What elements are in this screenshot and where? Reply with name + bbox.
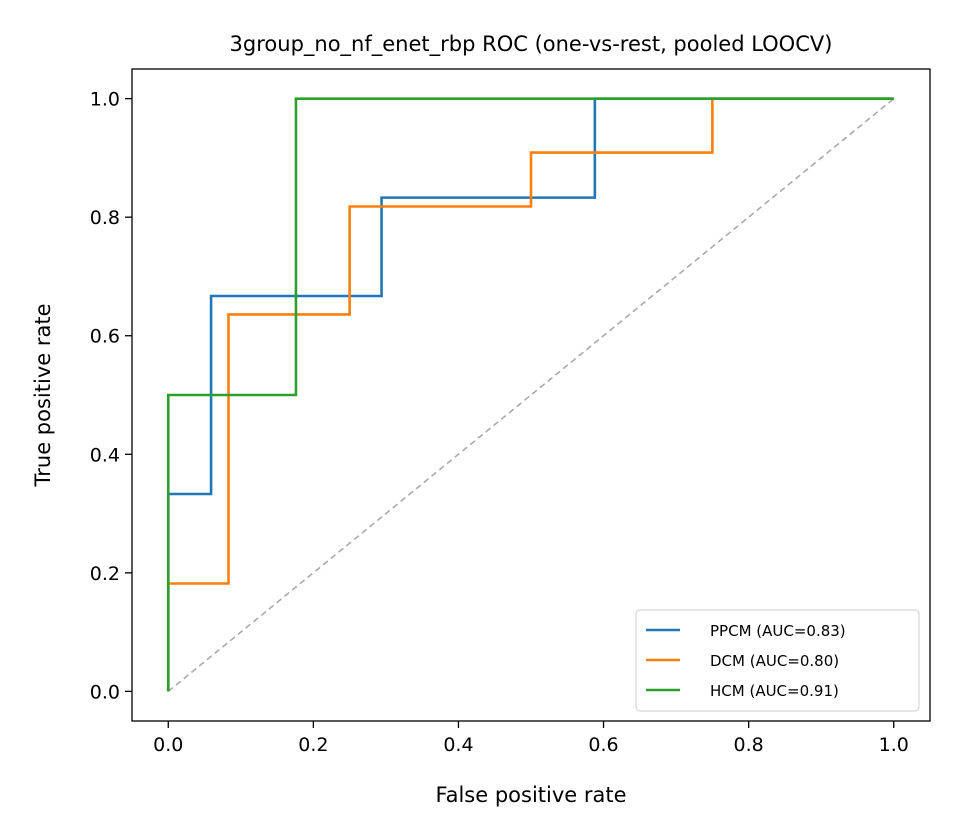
y-axis-label: True positive rate xyxy=(31,304,55,488)
chance-diagonal-line xyxy=(167,98,895,692)
plot-area-frame xyxy=(131,68,931,722)
x-tick-label: 0.8 xyxy=(734,734,764,756)
y-tick-label: 0.4 xyxy=(90,444,120,466)
x-tick-label: 1.0 xyxy=(879,734,909,756)
legend-label: DCM (AUC=0.80) xyxy=(710,652,839,670)
chart-title: 3group_no_nf_enet_rbp ROC (one-vs-rest, … xyxy=(230,32,833,57)
x-axis: 0.0 0.2 0.4 0.6 0.8 1.0 xyxy=(153,721,909,756)
legend: PPCM (AUC=0.83) DCM (AUC=0.80) HCM (AUC=0.… xyxy=(635,609,920,712)
x-axis-label: False positive rate xyxy=(435,783,626,807)
y-tick-label: 0.6 xyxy=(90,326,120,348)
series-line-hcm xyxy=(166,97,894,692)
y-tick-label: 0.8 xyxy=(90,207,120,229)
series-line-dcm xyxy=(166,97,894,692)
y-axis: 0.0 0.2 0.4 0.6 0.8 1.0 xyxy=(90,89,132,703)
y-tick-label: 1.0 xyxy=(90,89,120,111)
x-tick-label: 0.2 xyxy=(298,734,328,756)
series-line-ppcm xyxy=(166,97,894,692)
x-tick-label: 0.4 xyxy=(443,734,473,756)
x-tick-label: 0.6 xyxy=(588,734,618,756)
x-tick-label: 0.0 xyxy=(153,734,183,756)
y-tick-label: 0.2 xyxy=(90,563,120,585)
series-layer xyxy=(166,97,894,692)
legend-box xyxy=(635,609,920,712)
legend-label: HCM (AUC=0.91) xyxy=(710,682,839,700)
reference-layer xyxy=(167,98,895,692)
legend-items: PPCM (AUC=0.83) DCM (AUC=0.80) HCM (AUC=0.… xyxy=(646,622,846,700)
y-tick-label: 0.0 xyxy=(90,681,120,703)
legend-label: PPCM (AUC=0.83) xyxy=(710,622,846,640)
